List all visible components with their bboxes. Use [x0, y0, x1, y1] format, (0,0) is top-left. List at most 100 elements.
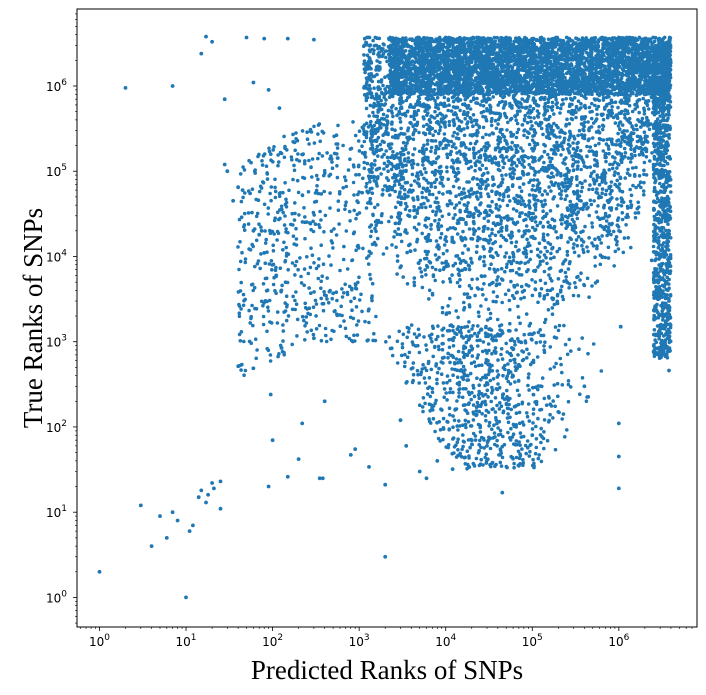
data-point — [170, 510, 175, 515]
y-tick-label: 103 — [46, 334, 67, 350]
y-tick-label: 100 — [46, 589, 67, 605]
y-axis-title: True Ranks of SNPs — [18, 208, 48, 428]
data-point — [469, 438, 474, 443]
data-point — [312, 37, 316, 42]
y-tick-label: 102 — [46, 419, 67, 435]
data-point — [158, 514, 162, 518]
data-point — [500, 490, 505, 495]
x-axis-title: Predicted Ranks of SNPs — [251, 655, 523, 685]
data-point — [667, 368, 671, 373]
data-point — [504, 35, 509, 40]
data-point — [191, 523, 195, 528]
data-point — [138, 503, 143, 508]
data-point — [206, 492, 211, 497]
data-point — [300, 421, 305, 426]
data-point — [240, 188, 245, 193]
data-point — [383, 554, 388, 559]
data-point — [210, 39, 215, 44]
data-point — [530, 36, 535, 41]
data-point — [199, 488, 204, 493]
data-point — [97, 569, 102, 574]
x-tick-label: 100 — [89, 633, 110, 649]
data-point — [204, 34, 208, 39]
data-point — [285, 474, 290, 479]
data-point — [123, 86, 128, 90]
data-point — [367, 465, 371, 469]
data-point — [398, 418, 403, 423]
data-point — [391, 36, 396, 41]
data-point — [564, 35, 569, 40]
y-tick-label: 105 — [46, 163, 67, 179]
data-point — [149, 544, 154, 548]
data-point — [164, 536, 169, 540]
data-point — [450, 467, 455, 471]
data-point — [322, 399, 327, 404]
data-point — [353, 447, 358, 451]
data-point — [199, 51, 204, 56]
data-point — [417, 469, 422, 474]
data-point — [312, 336, 316, 341]
data-point — [667, 299, 671, 303]
data-point — [196, 495, 201, 500]
data-point — [649, 258, 654, 263]
x-tick-label: 104 — [435, 633, 456, 649]
data-point — [443, 35, 448, 40]
data-point — [320, 476, 325, 481]
data-point — [231, 198, 236, 203]
data-point — [277, 106, 282, 110]
data-point — [331, 291, 335, 296]
data-point — [643, 36, 647, 41]
x-tick-label: 102 — [262, 633, 283, 649]
data-point — [222, 97, 227, 102]
data-point — [404, 444, 409, 448]
data-point — [204, 500, 208, 505]
axes: 100 101 102 103 104 105 106 100 101 102 103 104 105 1… — [46, 8, 698, 649]
data-point — [210, 481, 215, 485]
data-point — [348, 453, 353, 457]
data-point — [251, 228, 256, 233]
x-tick-label: 101 — [176, 633, 197, 649]
data-point — [417, 36, 422, 41]
data-point — [175, 518, 180, 523]
data-point — [556, 410, 561, 414]
data-point — [218, 479, 223, 484]
y-tick-label: 101 — [46, 504, 67, 520]
point-cloud — [236, 35, 673, 471]
data-point — [424, 476, 429, 481]
data-point — [270, 438, 275, 443]
data-point — [184, 595, 188, 600]
data-point — [236, 185, 241, 190]
scatter-points — [97, 34, 673, 600]
data-point — [251, 80, 256, 85]
data-point — [383, 482, 388, 487]
x-tick-label: 105 — [522, 633, 543, 649]
data-point — [262, 36, 267, 41]
data-point — [218, 506, 223, 511]
y-tick-label: 104 — [46, 248, 67, 264]
data-point — [257, 232, 262, 237]
data-point — [517, 463, 521, 468]
data-point — [170, 84, 175, 88]
data-point — [616, 454, 621, 459]
data-point — [225, 169, 230, 174]
x-tick-label: 106 — [608, 633, 629, 649]
data-point — [222, 162, 227, 167]
data-point — [248, 191, 253, 196]
data-point — [435, 459, 440, 463]
data-point — [485, 444, 489, 448]
y-tick-label: 106 — [46, 78, 67, 94]
data-point — [285, 36, 290, 41]
data-point — [616, 421, 621, 426]
data-point — [266, 484, 271, 489]
x-tick-label: 103 — [349, 633, 370, 649]
data-point — [274, 273, 279, 278]
data-point — [268, 392, 273, 397]
data-point — [266, 88, 271, 92]
data-point — [590, 36, 595, 41]
data-point — [469, 36, 474, 41]
data-point — [187, 529, 192, 533]
data-point — [616, 35, 621, 40]
data-point — [616, 486, 621, 491]
data-point — [212, 486, 216, 491]
